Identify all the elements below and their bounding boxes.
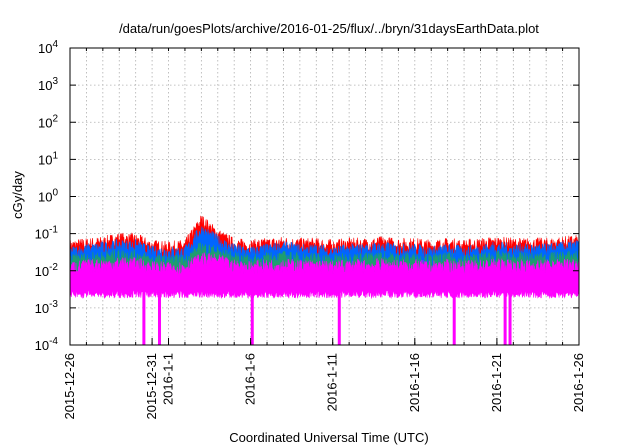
x-tick-label: 2015-12-26 xyxy=(62,353,77,420)
y-tick-label: 102 xyxy=(38,113,58,130)
dropout-spike xyxy=(452,290,456,345)
axis-ticks xyxy=(69,47,580,346)
y-tick-labels: 10-4 10-3 10-2 10-1 100 101 102 103 104 xyxy=(35,39,59,353)
dropout-spike xyxy=(337,290,341,345)
floor-fringe xyxy=(69,289,580,300)
y-tick-label: 10-2 xyxy=(35,262,59,279)
chart-title: /data/run/goesPlots/archive/2016-01-25/f… xyxy=(119,21,539,36)
y-axis-label: cGy/day xyxy=(10,171,25,219)
y-tick-label: 101 xyxy=(38,150,58,167)
x-tick-labels: 2015-12-26 2015-12-31 2016-1-1 2016-1-6 2016… xyxy=(62,353,586,420)
y-tick-label: 10-3 xyxy=(35,299,59,316)
x-tick-label: 2015-12-31 xyxy=(144,353,159,420)
series-group xyxy=(69,215,580,300)
y-tick-label: 10-1 xyxy=(35,225,59,242)
dropout-spike xyxy=(503,290,507,345)
y-tick-label: 104 xyxy=(38,39,58,56)
x-tick-label: 2016-1-26 xyxy=(571,353,586,412)
dropout-group xyxy=(142,290,512,345)
dropout-spike xyxy=(250,290,254,345)
x-tick-label: 2016-1-21 xyxy=(489,353,504,412)
x-tick-label: 2016-1-16 xyxy=(407,353,422,412)
x-tick-label: 2016-1-6 xyxy=(243,353,258,405)
dropout-spike xyxy=(157,290,161,345)
dropout-spike xyxy=(508,290,512,345)
y-tick-label: 10-4 xyxy=(35,336,59,353)
dropout-spike xyxy=(142,290,146,345)
x-axis-label: Coordinated Universal Time (UTC) xyxy=(229,430,428,445)
x-tick-label: 2016-1-11 xyxy=(325,353,340,411)
grid-lines xyxy=(70,48,579,345)
series-area xyxy=(69,252,580,291)
x-tick-label: 2016-1-1 xyxy=(161,353,176,405)
y-tick-label: 100 xyxy=(38,188,58,205)
y-tick-label: 103 xyxy=(38,76,58,93)
